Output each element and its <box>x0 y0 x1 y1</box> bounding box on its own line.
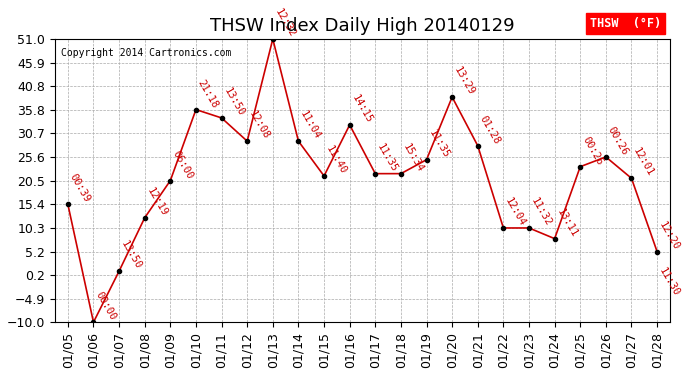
Text: Copyright 2014 Cartronics.com: Copyright 2014 Cartronics.com <box>61 48 232 57</box>
Text: 15:34: 15:34 <box>401 142 425 174</box>
Text: 12:32: 12:32 <box>273 7 297 39</box>
Text: 11:40: 11:40 <box>324 144 348 176</box>
Text: 12:04: 12:04 <box>504 196 528 228</box>
Text: 11:32: 11:32 <box>529 196 553 228</box>
Text: 12:20: 12:20 <box>657 220 682 252</box>
Text: 11:35: 11:35 <box>375 142 400 174</box>
Text: 00:26: 00:26 <box>580 135 604 166</box>
Text: THSW  (°F): THSW (°F) <box>590 17 661 30</box>
Text: 00:00: 00:00 <box>93 290 118 322</box>
Text: 01:28: 01:28 <box>477 114 502 146</box>
Text: 11:04: 11:04 <box>299 109 323 141</box>
Text: 12:19: 12:19 <box>145 186 169 218</box>
Text: 06:00: 06:00 <box>170 148 195 181</box>
Text: 12:08: 12:08 <box>247 109 271 141</box>
Text: 13:50: 13:50 <box>221 86 246 118</box>
Text: 11:30: 11:30 <box>657 267 682 298</box>
Text: 13:50: 13:50 <box>119 239 144 271</box>
Title: THSW Index Daily High 20140129: THSW Index Daily High 20140129 <box>210 16 515 34</box>
Text: 14:15: 14:15 <box>350 93 374 125</box>
Text: 00:26: 00:26 <box>606 125 630 157</box>
Text: 21:18: 21:18 <box>196 78 220 110</box>
Text: 13:29: 13:29 <box>452 65 476 97</box>
Text: 00:39: 00:39 <box>68 172 92 204</box>
Text: 12:01: 12:01 <box>631 146 656 178</box>
Text: 11:35: 11:35 <box>426 128 451 160</box>
Text: 13:11: 13:11 <box>555 207 579 238</box>
